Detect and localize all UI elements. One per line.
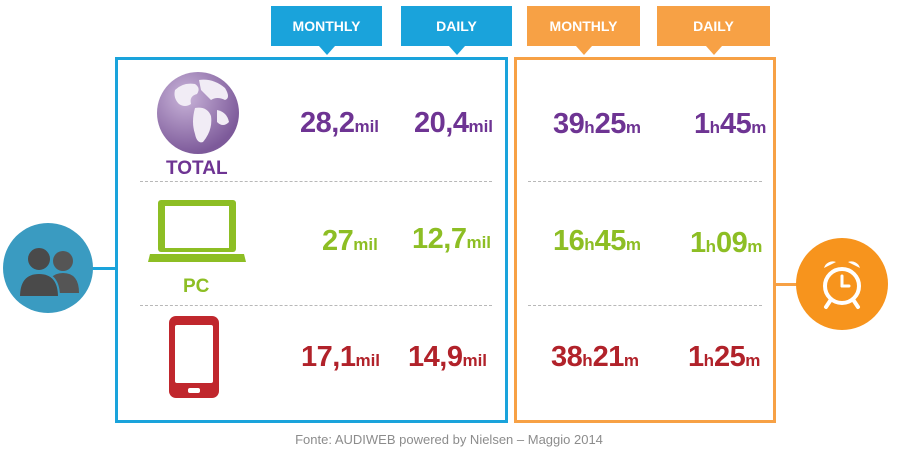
- minutes-unit: m: [623, 351, 640, 370]
- row-label-pc: PC: [183, 276, 210, 297]
- hours-unit: h: [584, 235, 595, 254]
- source-footer: Fonte: AUDIWEB powered by Nielsen – Magg…: [295, 432, 603, 447]
- users-monthly-pc: 27mil: [322, 227, 378, 256]
- value-unit: mil: [466, 233, 492, 252]
- minutes-unit: m: [625, 118, 642, 137]
- alarm-clock-icon: [796, 238, 888, 330]
- users-daily-total: 20,4mil: [414, 109, 493, 138]
- time-monthly-mobile: 38h21m: [551, 343, 639, 372]
- row-divider: [528, 181, 762, 182]
- value-number: 14,9: [408, 341, 463, 373]
- value-number: 17,1: [301, 341, 356, 373]
- time-connector: [775, 283, 799, 286]
- time-monthly-pc: 16h45m: [553, 227, 641, 256]
- minutes-number: 25: [594, 108, 627, 140]
- time-daily-total: 1h45m: [694, 110, 766, 139]
- hours-number: 1: [694, 108, 710, 140]
- hours-number: 1: [690, 227, 706, 259]
- users-daily-mobile: 14,9mil: [408, 343, 487, 372]
- hours-number: 1: [688, 341, 704, 373]
- users-monthly-header-label: MONTHLY: [292, 18, 361, 34]
- value-unit: mil: [462, 351, 488, 370]
- value-number: 27: [322, 225, 354, 257]
- minutes-number: 09: [716, 227, 748, 259]
- hours-unit: h: [703, 351, 715, 370]
- hours-unit: h: [584, 118, 595, 137]
- value-number: 12,7: [412, 223, 467, 255]
- minutes-unit: m: [747, 237, 763, 256]
- users-icon: [3, 223, 93, 313]
- row-divider: [140, 305, 492, 306]
- time-daily-pc: 1h09m: [690, 229, 762, 258]
- value-number: 28,2: [300, 107, 355, 139]
- minutes-unit: m: [625, 235, 642, 254]
- users-daily-header-label: DAILY: [436, 18, 477, 34]
- users-monthly-header: MONTHLY: [271, 6, 382, 55]
- hours-number: 38: [551, 341, 583, 373]
- time-daily-header: DAILY: [657, 6, 770, 55]
- time-daily-mobile: 1h25m: [688, 343, 760, 372]
- minutes-number: 45: [720, 108, 752, 140]
- time-monthly-total: 39h25m: [553, 110, 641, 139]
- minutes-unit: m: [745, 351, 761, 370]
- users-daily-header: DAILY: [401, 6, 512, 55]
- hours-number: 39: [553, 108, 585, 140]
- users-daily-pc: 12,7mil: [412, 225, 491, 254]
- globe-icon: [155, 70, 241, 156]
- users-connector: [92, 267, 116, 270]
- row-divider: [140, 181, 492, 182]
- value-unit: mil: [355, 351, 381, 370]
- value-unit: mil: [468, 117, 494, 136]
- laptop-icon: [146, 198, 248, 266]
- time-monthly-header: MONTHLY: [527, 6, 640, 55]
- time-monthly-header-label: MONTHLY: [549, 18, 618, 34]
- users-monthly-mobile: 17,1mil: [301, 343, 380, 372]
- minutes-number: 45: [594, 225, 627, 257]
- minutes-unit: m: [751, 118, 767, 137]
- value-number: 20,4: [414, 107, 469, 139]
- row-divider: [528, 305, 762, 306]
- users-frame: [115, 57, 508, 423]
- value-unit: mil: [354, 117, 380, 136]
- value-unit: mil: [353, 235, 378, 254]
- minutes-number: 25: [714, 341, 746, 373]
- smartphone-icon: [168, 315, 220, 399]
- hours-number: 16: [553, 225, 585, 257]
- time-daily-header-label: DAILY: [693, 18, 734, 34]
- row-label-total: TOTAL: [166, 158, 228, 179]
- time-frame: [514, 57, 776, 423]
- users-monthly-total: 28,2mil: [300, 109, 379, 138]
- hours-unit: h: [709, 118, 721, 137]
- hours-unit: h: [582, 351, 593, 370]
- hours-unit: h: [705, 237, 717, 256]
- minutes-number: 21: [592, 341, 625, 373]
